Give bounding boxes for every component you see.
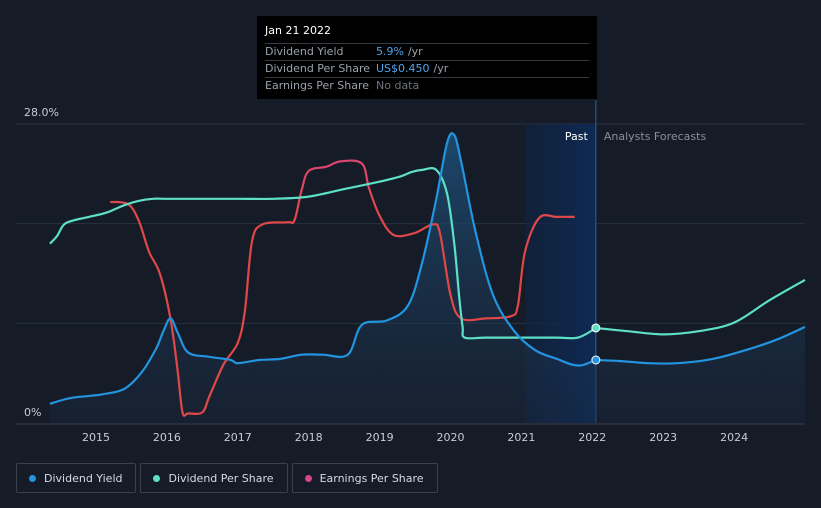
tooltip-unit: /yr: [433, 62, 449, 75]
dividend-yield-fill: [49, 133, 805, 423]
region-labels: Past Analysts Forecasts: [565, 130, 707, 143]
past-label: Past: [565, 130, 589, 143]
x-tick-label: 2018: [295, 431, 323, 444]
dividend-yield-forecast-line: [595, 325, 806, 365]
tooltip-value: 5.9%: [376, 45, 404, 58]
tooltip-no-data: No data: [376, 79, 420, 92]
x-axis: 2015 2016 2017 2018 2019 2020 2021 2022 2023 2024: [82, 431, 748, 444]
x-tick-label: 2021: [507, 431, 535, 444]
tooltip-row-earnings-per-share: Earnings Per Share No data: [265, 77, 589, 94]
tooltip-row-dividend-per-share: Dividend Per Share US$0.450 /yr: [265, 60, 589, 77]
legend-dot-icon: [304, 474, 312, 482]
x-tick-label: 2022: [578, 431, 606, 444]
x-tick-label: 2016: [153, 431, 181, 444]
legend-dividend-per-share[interactable]: Dividend Per Share: [140, 463, 288, 493]
series-markers: [591, 323, 601, 365]
dividend-per-share-line: [49, 167, 597, 340]
legend-dividend-yield[interactable]: Dividend Yield: [16, 463, 137, 493]
y-tick-label-min: 0%: [24, 406, 41, 419]
y-tick-label-max: 28.0%: [24, 106, 59, 119]
dividend-yield-area: [49, 133, 805, 423]
tooltip-label: Dividend Yield: [265, 45, 344, 58]
tooltip-date: Jan 21 2022: [265, 24, 331, 37]
x-tick-label: 2015: [82, 431, 110, 444]
tooltip-label: Earnings Per Share: [265, 79, 370, 92]
chart-legend: Dividend Yield Dividend Per Share Earnin…: [16, 463, 438, 493]
dividend-yield-line: [49, 132, 597, 405]
series-lines: [49, 132, 806, 417]
legend-label: Dividend Yield: [44, 471, 123, 485]
dividend-per-share-forecast-line: [595, 278, 806, 336]
tooltip-value: US$0.450: [376, 62, 430, 75]
legend-label: Dividend Per Share: [168, 471, 274, 485]
tooltip-unit: /yr: [407, 45, 423, 58]
legend-dot-icon: [29, 474, 36, 482]
dividend-yield-marker: [591, 355, 601, 365]
legend-label: Earnings Per Share: [319, 471, 424, 485]
tooltip-label: Dividend Per Share: [265, 62, 371, 75]
tooltip-row-dividend-yield: Dividend Yield 5.9% /yr: [265, 43, 589, 60]
x-tick-label: 2017: [224, 431, 252, 444]
earnings-per-share-line: [110, 159, 575, 417]
y-axis: 0% 28.0%: [24, 106, 59, 419]
x-tick-label: 2023: [649, 431, 677, 444]
x-tick-label: 2020: [437, 431, 465, 444]
dividend-per-share-marker: [591, 323, 601, 333]
legend-dot-icon: [153, 474, 161, 482]
chart-tooltip: Jan 21 2022 Dividend Yield 5.9% /yr Divi…: [257, 16, 597, 99]
forecast-label: Analysts Forecasts: [604, 130, 707, 143]
x-tick-label: 2024: [720, 431, 748, 444]
legend-earnings-per-share[interactable]: Earnings Per Share: [291, 463, 438, 493]
x-tick-label: 2019: [366, 431, 394, 444]
